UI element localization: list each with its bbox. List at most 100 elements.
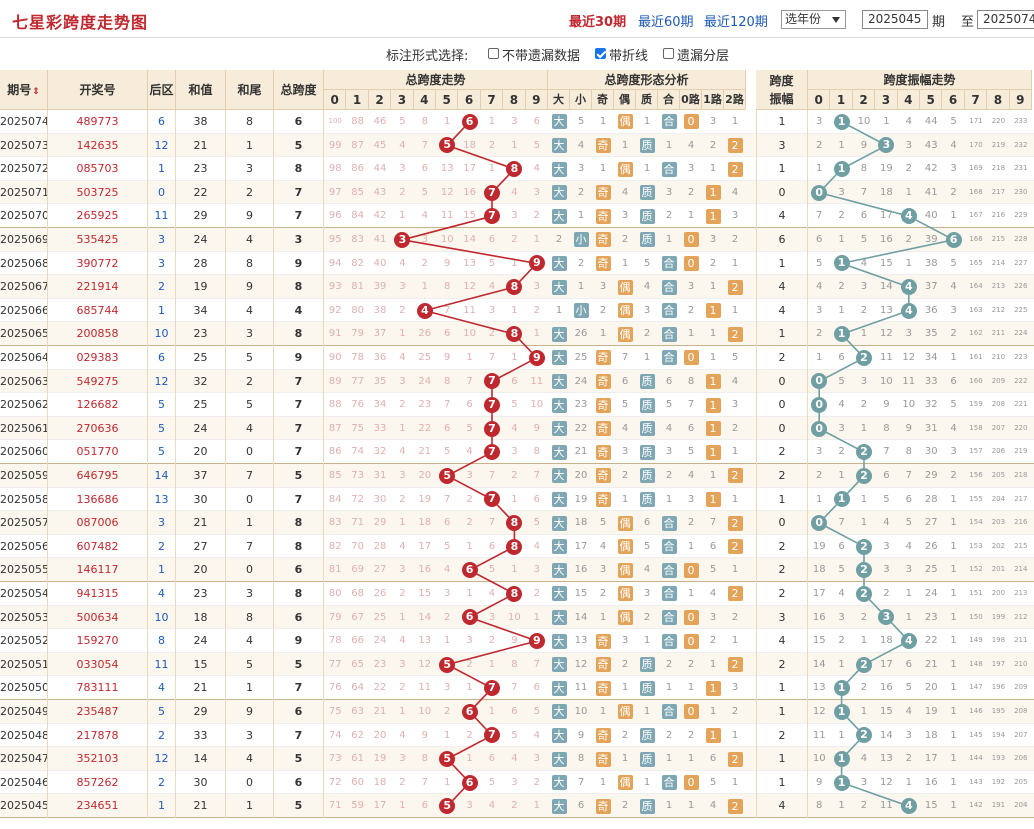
- option-checkbox-polyline[interactable]: [595, 48, 606, 59]
- amp-miss-value: 2: [860, 611, 868, 623]
- amp-miss-value: 197: [991, 659, 1006, 668]
- miss-value: 6: [444, 422, 451, 434]
- form-miss: 1: [643, 776, 651, 788]
- cell-back: 10: [148, 605, 176, 630]
- form-miss: 11: [574, 682, 588, 694]
- cell-span: 6: [274, 110, 324, 134]
- cell-sum: 24: [176, 228, 226, 252]
- amp-ball: 4: [900, 798, 917, 815]
- form-miss: 2: [687, 517, 695, 529]
- miss-value: 2: [399, 186, 406, 198]
- form-miss: 1: [709, 163, 717, 175]
- amp-miss-value: 202: [991, 541, 1006, 550]
- amp-miss-value: 155: [969, 494, 983, 503]
- amp-miss-value: 1: [816, 493, 823, 505]
- header-form-2: 奇: [592, 90, 614, 110]
- option-checkbox-layer[interactable]: [663, 48, 674, 59]
- miss-value: 18: [418, 517, 432, 529]
- cell-issue: 2025057: [0, 511, 48, 535]
- cell-span: 5: [274, 133, 324, 158]
- form-miss: 2: [599, 304, 607, 316]
- span-ball: 6: [461, 113, 478, 130]
- year-select[interactable]: 选年份: [781, 10, 846, 29]
- header-draw: 开奖号: [48, 70, 148, 110]
- to-issue-input[interactable]: 2025074: [977, 10, 1034, 29]
- sort-arrows-icon[interactable]: ⇕: [32, 87, 40, 97]
- cell-span: 7: [274, 204, 324, 228]
- amp-miss-value: 5: [838, 564, 845, 576]
- form-mark: 大: [551, 350, 567, 366]
- form-mark: 大: [551, 397, 567, 413]
- form-miss: 3: [577, 163, 585, 175]
- amp-miss-value: 2: [905, 753, 912, 765]
- form-mark: 质: [639, 468, 655, 484]
- cell-amp: 2: [756, 652, 808, 677]
- cell-back: 2: [148, 770, 176, 795]
- cell-amp: 0: [756, 180, 808, 205]
- miss-value: 6: [533, 116, 540, 127]
- nav-recent-120[interactable]: 最近120期: [704, 15, 768, 30]
- miss-value: 6: [421, 800, 428, 812]
- form-miss: 1: [731, 304, 739, 316]
- cell-span: 7: [274, 487, 324, 512]
- form-mark: 小: [573, 303, 589, 319]
- miss-value: 82: [328, 540, 342, 552]
- cell-tail: 3: [226, 322, 274, 346]
- form-miss: 2: [687, 658, 695, 670]
- form-mark: 大: [551, 775, 567, 791]
- miss-value: 3: [444, 588, 451, 599]
- form-mark: 大: [551, 114, 567, 130]
- cell-back: 1: [148, 298, 176, 323]
- amp-miss-value: 5: [883, 493, 890, 505]
- form-miss: 1: [731, 564, 739, 576]
- form-miss: 1: [621, 493, 629, 505]
- cell-sum: 19: [176, 275, 226, 299]
- miss-value: 7: [488, 470, 496, 481]
- cell-amp: 1: [756, 110, 808, 134]
- miss-value: 2: [466, 517, 473, 529]
- nav-recent-30[interactable]: 最近30期: [569, 15, 627, 30]
- amp-ball: 4: [900, 302, 917, 319]
- amp-miss-value: 2: [950, 328, 957, 340]
- miss-value: 3: [444, 682, 451, 694]
- amp-miss-value: 6: [838, 540, 845, 552]
- form-mark: 合: [661, 114, 677, 130]
- miss-value: 83: [328, 517, 342, 529]
- form-mark: 大: [551, 491, 567, 507]
- form-mark: 偶: [617, 704, 633, 720]
- miss-value: 2: [444, 611, 451, 623]
- miss-value: 92: [328, 304, 342, 316]
- from-issue-input[interactable]: 2025045: [862, 10, 928, 29]
- miss-value: 12: [463, 281, 476, 293]
- amp-miss-value: 23: [924, 611, 938, 623]
- cell-back: 8: [148, 629, 176, 653]
- nav-recent-60[interactable]: 最近60期: [638, 15, 694, 30]
- miss-value: 1: [466, 540, 473, 552]
- cell-amp: 4: [756, 204, 808, 228]
- amp-miss-value: 4: [838, 588, 845, 599]
- span-ball: 6: [461, 609, 478, 626]
- form-mark: 奇: [595, 680, 611, 696]
- cell-issue: 2025059: [0, 464, 48, 488]
- form-mark: 大: [551, 255, 567, 271]
- miss-value: 87: [328, 422, 342, 434]
- amp-miss-value: 3: [860, 375, 868, 387]
- miss-value: 1: [511, 564, 518, 576]
- miss-value: 6: [511, 375, 518, 387]
- cell-amp: 1: [756, 770, 808, 795]
- header-issue[interactable]: 期号⇕: [0, 70, 48, 110]
- header-amp-digit: 8: [987, 90, 1010, 110]
- form-miss: 2: [577, 257, 585, 269]
- span-ball: 5: [439, 656, 456, 673]
- header-form-5: 合: [658, 90, 680, 110]
- form-mark: 合: [661, 586, 677, 602]
- miss-value: 1: [488, 116, 496, 127]
- miss-value: 11: [463, 304, 476, 316]
- miss-value: 2: [511, 470, 518, 481]
- options-bar: 标注形式选择: 不带遗漏数据 带折线 遗漏分层: [0, 45, 1034, 64]
- option-checkbox-no-miss[interactable]: [488, 48, 499, 59]
- cell-back: 12: [148, 369, 176, 394]
- miss-value: 64: [351, 682, 364, 694]
- amp-miss-value: 142: [969, 801, 983, 810]
- route-mark: 0: [683, 350, 699, 366]
